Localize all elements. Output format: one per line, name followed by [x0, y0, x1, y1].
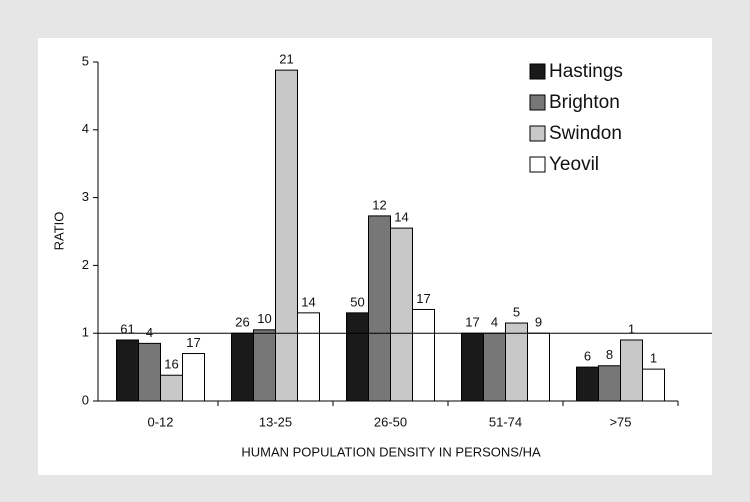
count-label: 10	[257, 311, 271, 326]
legend-label: Swindon	[549, 123, 622, 144]
bar	[253, 329, 276, 402]
bar	[461, 332, 484, 402]
bar	[527, 332, 550, 402]
count-label: 14	[301, 294, 315, 309]
bar	[297, 312, 320, 402]
y-tick-label: 2	[82, 257, 89, 272]
bar	[116, 339, 139, 402]
x-tick-label: 0-12	[147, 414, 173, 429]
bar	[483, 332, 506, 402]
count-label: 9	[535, 315, 542, 330]
y-tick-label: 0	[82, 392, 89, 407]
count-label: 1	[650, 351, 657, 366]
bar	[642, 368, 665, 402]
bar	[505, 322, 528, 402]
count-label: 50	[350, 294, 364, 309]
bar	[275, 69, 298, 402]
count-label: 17	[186, 335, 200, 350]
count-label: 17	[465, 315, 479, 330]
bar	[346, 312, 369, 402]
legend-swatch	[529, 94, 546, 111]
y-tick-label: 3	[82, 189, 89, 204]
y-tick-label: 4	[82, 121, 89, 136]
legend-swatch	[529, 156, 546, 173]
bar	[138, 342, 161, 402]
legend-swatch	[529, 63, 546, 80]
bar	[368, 215, 391, 402]
x-tick-label: >75	[609, 414, 631, 429]
bar	[576, 366, 599, 402]
count-label: 4	[146, 325, 153, 340]
bar	[231, 332, 254, 402]
x-tick-label: 51-74	[489, 414, 522, 429]
legend-label: Hastings	[549, 61, 623, 82]
y-axis-title: RATIO	[51, 212, 66, 251]
bar	[620, 339, 643, 402]
bar	[160, 374, 183, 402]
count-label: 1	[628, 321, 635, 336]
count-label: 17	[416, 291, 430, 306]
legend-label: Yeovil	[549, 154, 599, 175]
x-tick-label: 13-25	[259, 414, 292, 429]
legend-label: Brighton	[549, 92, 620, 113]
count-label: 4	[491, 315, 498, 330]
count-label: 26	[235, 315, 249, 330]
count-label: 5	[513, 304, 520, 319]
x-tick-label: 26-50	[374, 414, 407, 429]
bar	[412, 308, 435, 402]
count-label: 21	[279, 52, 293, 67]
count-label: 8	[606, 347, 613, 362]
count-label: 61	[120, 321, 134, 336]
y-tick-label: 5	[82, 53, 89, 68]
bar	[598, 365, 621, 402]
x-axis-title: HUMAN POPULATION DENSITY IN PERSONS/HA	[241, 444, 541, 459]
count-label: 14	[394, 210, 408, 225]
bar	[182, 353, 205, 402]
count-label: 12	[372, 197, 386, 212]
count-label: 16	[164, 357, 178, 372]
count-label: 6	[584, 349, 591, 364]
y-tick-label: 1	[82, 325, 89, 340]
bar	[390, 227, 413, 402]
legend-swatch	[529, 125, 546, 142]
